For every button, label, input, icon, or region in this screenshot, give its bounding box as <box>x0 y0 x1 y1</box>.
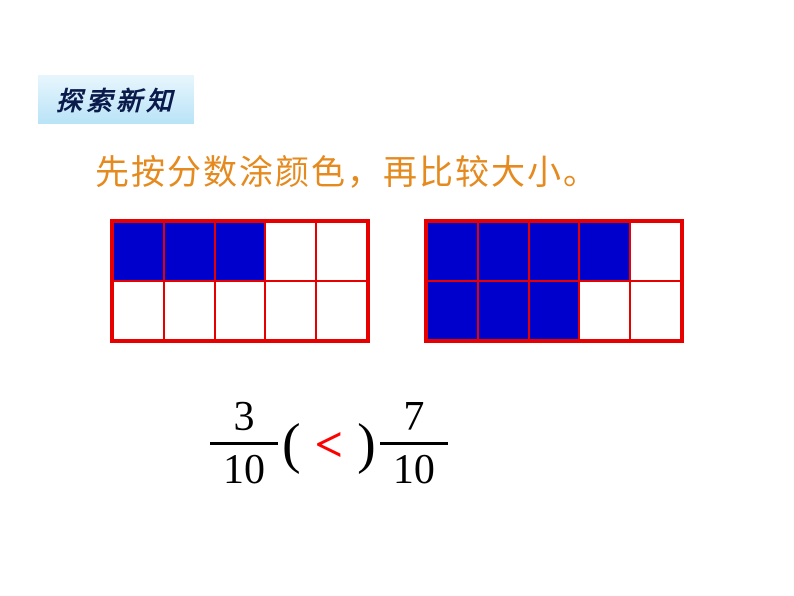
instruction-text: 先按分数涂颜色，再比较大小。 <box>95 145 599 194</box>
fraction-right: 7 10 <box>380 395 448 492</box>
fraction-left-denominator: 10 <box>215 448 273 492</box>
grid-cell <box>630 281 681 340</box>
paren-open: ( <box>282 412 301 476</box>
grid-cell <box>529 281 580 340</box>
section-badge: 探索新知 <box>38 75 194 124</box>
paren-close: ) <box>357 412 376 476</box>
comparison-operator: < <box>315 415 344 473</box>
grid-cell <box>427 222 478 281</box>
fraction-bar <box>380 442 448 445</box>
grid-cell <box>579 281 630 340</box>
grid-cell <box>579 222 630 281</box>
grid-cell <box>630 222 681 281</box>
fraction-grid-a <box>110 219 370 343</box>
grid-cell <box>478 222 529 281</box>
grid-cell <box>265 281 316 340</box>
grid-cell <box>215 281 266 340</box>
fraction-left: 3 10 <box>210 395 278 492</box>
grid-cell <box>316 281 367 340</box>
grid-cell <box>113 222 164 281</box>
fraction-left-numerator: 3 <box>226 395 263 439</box>
grid-cell <box>164 281 215 340</box>
grid-cell <box>215 222 266 281</box>
grid-cell <box>529 222 580 281</box>
fraction-bar <box>210 442 278 445</box>
badge-text: 探索新知 <box>56 87 176 116</box>
grid-cell <box>478 281 529 340</box>
fraction-right-numerator: 7 <box>395 395 432 439</box>
grid-cell <box>164 222 215 281</box>
grid-cell <box>265 222 316 281</box>
grid-cell <box>316 222 367 281</box>
fraction-grids <box>110 219 684 343</box>
grid-cell <box>113 281 164 340</box>
fraction-grid-b <box>424 219 684 343</box>
comparison-equation: 3 10 ( < ) 7 10 <box>210 395 448 492</box>
grid-cell <box>427 281 478 340</box>
fraction-right-denominator: 10 <box>385 448 443 492</box>
